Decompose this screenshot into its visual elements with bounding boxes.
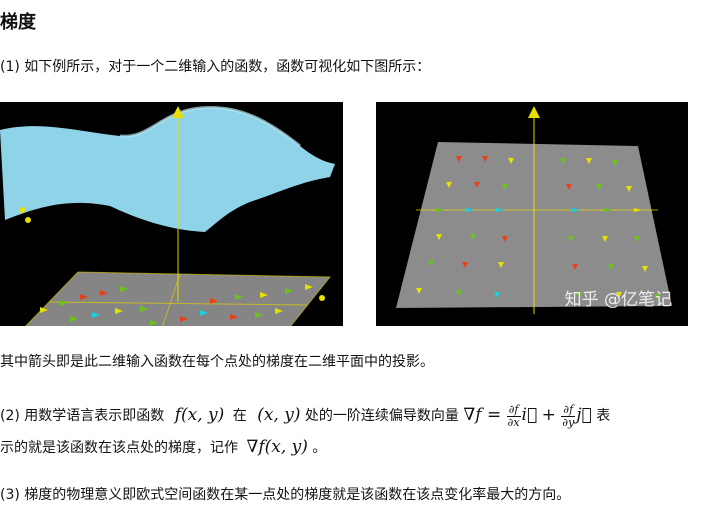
physical-meaning-paragraph: (3) 梯度的物理意义即欧式空间函数在某一点处的梯度就是该函数在该点变化率最大的… [0,487,571,503]
math-plus: + [541,405,556,425]
math-func: f(x, y) [174,405,225,425]
gradient-field-svg [376,102,688,326]
axis-arrow-icon [528,106,540,118]
math-paragraph-continued: 示的就是该函数在该点处的梯度，记作 ∇f(x, y) 。 [0,435,326,460]
math-prefix: (2) 用数学语言表示即函数 [0,408,165,424]
math-point: (x, y) [257,405,301,425]
intro-paragraph: (1) 如下例所示，对于一个二维输入的函数，函数可视化如下图所示： [0,59,431,75]
math-i: i⃗ [521,405,538,425]
watermark: 知乎 @亿笔记 [564,290,672,310]
figure-surface-gradient [0,102,343,326]
gradient-end: 。 [312,440,327,456]
fraction-df-dx: ∂f ∂x [506,402,521,429]
axis-arrow-icon [172,106,184,118]
math-j: j⃗ [576,405,592,425]
function-surface [0,107,335,232]
math-in: 在 [232,408,247,424]
gradient-text: 示的就是该函数在该点处的梯度，记作 [0,440,238,456]
gradient-arrows [416,156,660,300]
math-suffix: 表 [596,408,611,424]
math-paragraph: (2) 用数学语言表示即函数 f(x, y) 在 (x, y) 处的一阶连续偏导… [0,403,610,429]
fraction-df-dy: ∂f ∂y [561,402,576,429]
figure-gradient-field: 知乎 @亿笔记 [376,102,688,326]
heading: 梯度 [0,12,36,33]
surface-plot-svg [0,102,343,326]
gradient-notation: ∇f(x, y) [246,437,308,457]
gradient-arrows [19,207,325,326]
math-mid: 处的一阶连续偏导数向量 [304,408,459,424]
math-nabla-f: ∇f = [463,405,502,425]
caption-paragraph: 其中箭头即是此二维输入函数在每个点处的梯度在二维平面中的投影。 [0,354,434,370]
